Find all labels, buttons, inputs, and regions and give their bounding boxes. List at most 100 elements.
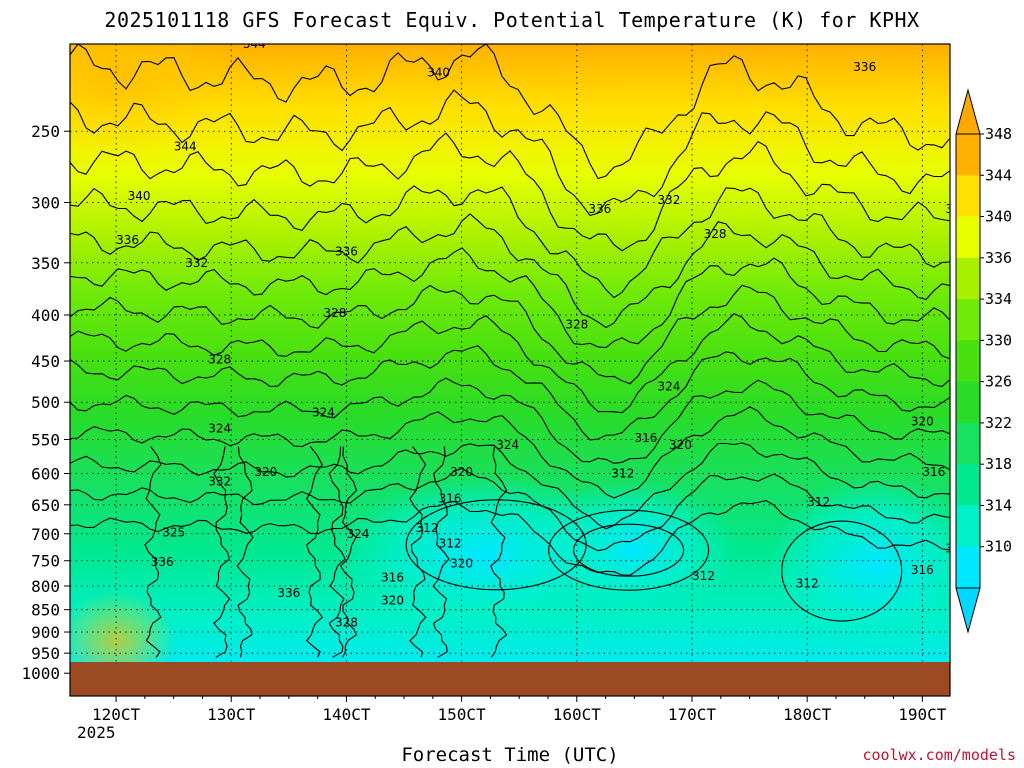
y-tick-label: 900 xyxy=(31,623,60,642)
contour-label: 312 xyxy=(796,577,819,591)
convective-contour xyxy=(144,446,162,658)
contour-label: 312 xyxy=(611,467,634,481)
contour-label: 332 xyxy=(24,275,47,289)
contour-label: 344 xyxy=(174,140,197,154)
moist-region-center xyxy=(334,475,635,636)
contour-label: 328 xyxy=(323,306,346,320)
contour-line xyxy=(70,377,950,464)
y-tick-label: 550 xyxy=(31,430,60,449)
y-tick-label: 250 xyxy=(31,122,60,141)
x-tick-label: 120CT xyxy=(92,705,141,724)
y-tick-label: 600 xyxy=(31,465,60,484)
contour-label: 336 xyxy=(588,202,611,216)
closed-contour xyxy=(781,520,903,622)
contour-label: 340 xyxy=(128,189,151,203)
contour-label: 336 xyxy=(116,233,139,247)
colorbar-swatch xyxy=(956,340,980,383)
contour-label: 336 xyxy=(151,555,174,569)
x-axis-label: Forecast Time (UTC) xyxy=(401,744,619,766)
x-tick-label: 180CT xyxy=(783,705,832,724)
x-tick-label: 150CT xyxy=(438,705,487,724)
colorbar-swatch xyxy=(956,134,980,176)
y-tick-label: 950 xyxy=(31,644,60,663)
contour-label: 320 xyxy=(450,556,473,570)
contour-label: 312 xyxy=(945,542,968,556)
grid-lines xyxy=(70,44,950,696)
convective-contour xyxy=(305,446,324,658)
contour-label: 328 xyxy=(208,352,231,366)
contour-label: 336 xyxy=(853,60,876,74)
credit-text: coolwx.com/models xyxy=(862,746,1016,764)
colorbar: 348 344 340 336 334 330 326 322 318 314 310 xyxy=(955,88,1012,634)
colorbar-label: 330 xyxy=(985,331,1012,349)
time-axis: 120CT 130CT 140CT 150CT 160CT 170CT 180CT 190CT xyxy=(92,696,947,724)
contour-label: 316 xyxy=(911,563,934,577)
contour-label: 316 xyxy=(381,571,404,585)
colorbar-label: 334 xyxy=(985,290,1012,308)
contour-label: 336 xyxy=(335,244,358,258)
y-tick-label: 800 xyxy=(31,577,60,596)
contour-line xyxy=(70,132,950,252)
contour-lines xyxy=(70,44,950,658)
convective-contour xyxy=(328,446,346,658)
plot-area: 344 340 340 336 344 340 336 336 332 332 328 336 332 3… xyxy=(1,37,968,696)
x-tick-label: 130CT xyxy=(207,705,256,724)
colorbar-label: 310 xyxy=(985,538,1012,556)
moist-region-right xyxy=(766,475,950,656)
x-tick-label: 190CT xyxy=(898,705,947,724)
colorbar-label: 340 xyxy=(985,208,1012,226)
colorbar-swatch xyxy=(956,505,980,548)
y-tick-label: 700 xyxy=(31,525,60,544)
contour-label: 320 xyxy=(911,414,934,428)
contour-label: 316 xyxy=(634,431,657,445)
contour-label: 324 xyxy=(347,527,370,541)
colorbar-label: 322 xyxy=(985,414,1012,432)
contour-label: 332 xyxy=(185,256,208,270)
colorbar-swatch xyxy=(956,175,980,218)
contour-label: 320 xyxy=(254,465,277,479)
contour-label: 344 xyxy=(243,37,266,51)
closed-contour xyxy=(405,499,587,591)
contour-label: 324 xyxy=(312,405,335,419)
colorbar-label: 314 xyxy=(985,496,1012,514)
contour-label: 312 xyxy=(807,495,830,509)
convective-contour xyxy=(490,446,508,658)
contour-label: 320 xyxy=(381,593,404,607)
contour-label: 332 xyxy=(208,474,231,488)
contour-label: 312 xyxy=(416,521,439,535)
contour-label: 316 xyxy=(922,465,945,479)
contour-label: 320 xyxy=(669,438,692,452)
contour-label: 332 xyxy=(657,193,680,207)
plot-frame xyxy=(69,43,951,697)
closed-contour xyxy=(548,509,710,591)
colorbar-swatch xyxy=(956,422,980,465)
y-tick-label: 450 xyxy=(31,352,60,371)
contour-label: 328 xyxy=(1,361,24,375)
colorbar-label: 326 xyxy=(985,373,1012,391)
contour-label: 324 xyxy=(657,379,680,393)
x-tick-label: 140CT xyxy=(322,705,371,724)
y-tick-label: 300 xyxy=(31,194,60,213)
y-tick-label: 350 xyxy=(31,254,60,273)
contour-label: 312 xyxy=(439,537,462,551)
x-tick-label: 170CT xyxy=(668,705,717,724)
contour-line xyxy=(70,284,950,385)
y-tick-label: 1000 xyxy=(21,664,60,683)
colorbar-label: 344 xyxy=(985,166,1012,184)
colorbar-swatch xyxy=(956,546,980,589)
contour-line xyxy=(70,345,950,441)
y-tick-label: 750 xyxy=(31,552,60,571)
convective-contour xyxy=(213,446,231,658)
contour-label: 332 xyxy=(945,202,968,216)
contour-label: 320 xyxy=(450,465,473,479)
colorbar-label: 318 xyxy=(985,455,1012,473)
colorbar-swatch xyxy=(956,257,980,300)
convective-contour xyxy=(432,446,450,658)
contour-line xyxy=(70,467,950,552)
convective-contour xyxy=(409,446,427,658)
x-axis-year: 2025 xyxy=(77,723,116,742)
x-tick-label: 160CT xyxy=(553,705,602,724)
chart-title: 2025101118 GFS Forecast Equiv. Potential… xyxy=(104,8,920,32)
y-tick-label: 850 xyxy=(31,601,60,620)
